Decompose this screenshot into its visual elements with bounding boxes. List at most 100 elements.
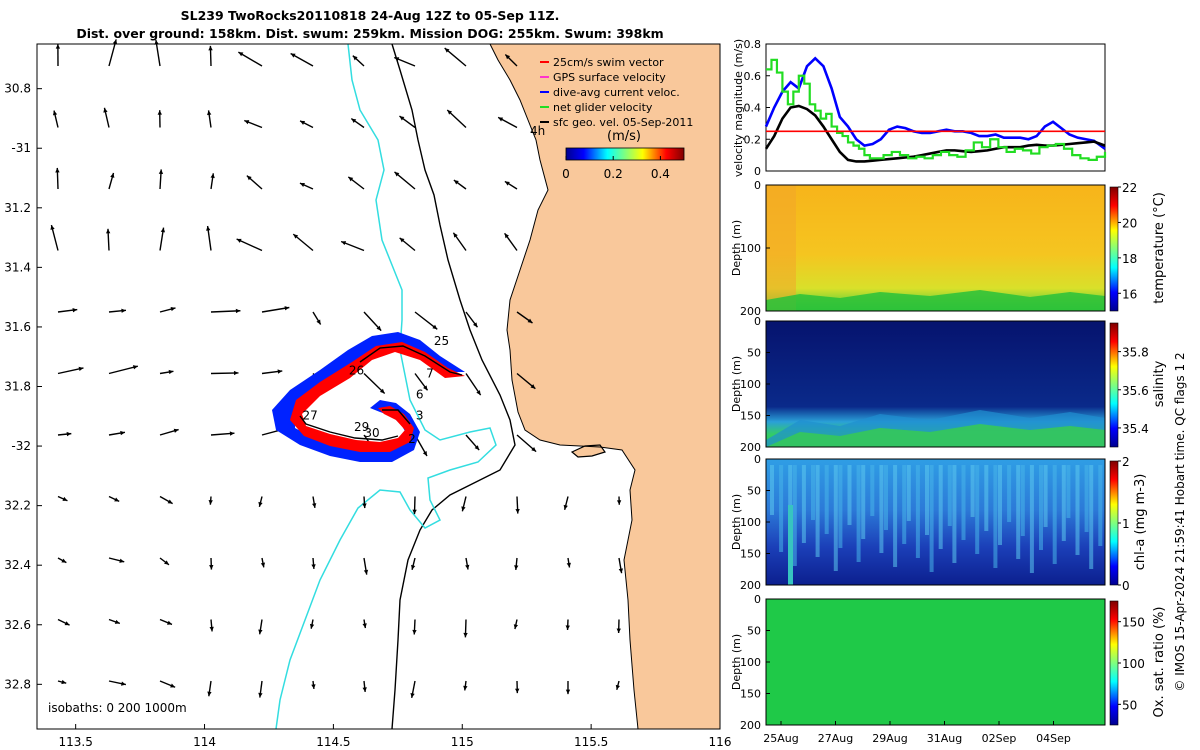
map-xtick-label: 114 [193, 735, 216, 749]
plot-title-line1: SL239 TwoRocks20110818 24-Aug 12Z to 05-… [180, 8, 560, 23]
map-ytick-label: -31 [11, 141, 31, 155]
depth-tick-label: 100 [740, 516, 761, 529]
quiver-arrow [444, 47, 467, 67]
track-day-label: 29 [354, 420, 369, 434]
quiver-arrow [463, 619, 468, 638]
salinity-colorbar-ticks: 35.8 35.6 35.4 [1118, 346, 1149, 436]
velocity-ytick-label: 0.4 [744, 102, 762, 115]
quiver-arrow [312, 496, 317, 509]
velocity-ytick-label: 0 [754, 165, 761, 178]
quiver-arrow [261, 306, 290, 313]
salinity-y-ticks: 0 50 100 150 200 [740, 315, 770, 454]
quiver-arrow [352, 55, 365, 67]
map-ytick-label: 31.2 [4, 201, 31, 215]
colorbar-tick-label: 22 [1122, 181, 1137, 195]
date-x-ticks: 25Aug 27Aug 29Aug 31Aug 02Sep 04Sep [763, 721, 1071, 745]
quiver-arrow [159, 306, 176, 313]
quiver-arrow [516, 434, 537, 453]
quiver-arrow [515, 680, 520, 694]
quiver-arrow [615, 680, 620, 690]
quiver-arrow [108, 365, 138, 375]
quiver-arrow [261, 369, 283, 375]
temperature-cbar-label: temperature (°C) [1152, 192, 1167, 304]
oxygen-y-ticks: 0 50 100 150 200 [740, 593, 770, 732]
oxygen-depth-label: Depth (m) [730, 634, 743, 690]
map-xtick-label: 113.5 [58, 735, 92, 749]
date-tick-label: 25Aug [763, 732, 798, 745]
velocity-ytick-label: 0.6 [744, 70, 762, 83]
velocity-ytick-label: 0.8 [744, 38, 762, 51]
quiver-arrow [108, 172, 115, 190]
depth-tick-label: 50 [747, 625, 761, 638]
temperature-colorbar-ticks: 22 20 18 16 [1118, 181, 1137, 301]
track-day-label: 7 [426, 367, 434, 381]
quiver-arrow [414, 373, 429, 391]
quiver-arrow [393, 56, 416, 67]
quiver-arrow [50, 224, 59, 251]
quiver-arrow [504, 54, 518, 67]
track-day-label: 25 [434, 334, 449, 348]
quiver-arrow [258, 680, 263, 698]
date-tick-label: 31Aug [927, 732, 962, 745]
depth-tick-label: 100 [740, 242, 761, 255]
salinity-cbar-label: salinity [1152, 360, 1167, 407]
plot-title-line2: Dist. over ground: 158km. Dist. swum: 25… [76, 26, 664, 41]
quiver-arrow [292, 233, 314, 252]
quiver-arrow [207, 680, 212, 697]
quiver-arrow [55, 167, 60, 190]
quiver-arrow [618, 557, 623, 574]
legend-entry: GPS surface velocity [553, 71, 666, 84]
track-day-label: 27 [302, 408, 317, 422]
quiver-arrow [452, 232, 467, 251]
map-ytick-label: 31.8 [4, 380, 31, 394]
colorbar-tick-label: 0 [562, 167, 570, 181]
depth-tick-label: 200 [740, 579, 761, 592]
quiver-arrow [414, 311, 438, 330]
depth-tick-label: 150 [740, 688, 761, 701]
chla-colorbar-ticks: 2 1 0 [1118, 455, 1130, 593]
quiver-arrow [157, 110, 162, 128]
depth-tick-label: 150 [740, 548, 761, 561]
quiver-arrow [55, 44, 61, 67]
quiver-arrow [103, 107, 110, 128]
quiver-arrow [258, 496, 263, 507]
quiver-arrow [514, 557, 519, 570]
map-ytick-label: 32.4 [4, 558, 31, 572]
quiver-arrow [340, 240, 365, 252]
colorbar-tick-label: 35.4 [1122, 422, 1149, 436]
quiver-arrow [208, 45, 213, 67]
quiver-arrow [159, 495, 173, 505]
chla-colorbar [1109, 460, 1119, 586]
legend-entry: 25cm/s swim vector [553, 56, 664, 69]
quiver-arrow [108, 618, 121, 625]
quiver-arrow [311, 557, 316, 569]
quiver-arrow [108, 495, 120, 502]
date-tick-label: 02Sep [982, 732, 1017, 745]
depth-tick-label: 0 [754, 315, 761, 328]
depth-tick-label: 50 [747, 347, 761, 360]
quiver-arrow [158, 169, 164, 190]
quiver-arrow [260, 557, 266, 568]
chla-panel: 0 50 100 150 200 Depth (m) 2 1 0 chl-a (mg m-3… [730, 453, 1148, 593]
quiver-arrow [105, 228, 111, 251]
track-day-label: 6 [416, 387, 424, 401]
oxygen-panel: 0 50 100 150 200 Depth (m) 150 100 50 Ox. sat.… [730, 593, 1167, 745]
quiver-arrow [566, 557, 571, 568]
velocity-y-ticks: 0 0.2 0.4 0.6 0.8 [744, 38, 770, 178]
velocity-ylabel: velocity magnitude (m/s) [732, 39, 745, 177]
quiver-arrow [412, 496, 417, 515]
legend-entry: net glider velocity [553, 101, 653, 114]
colorbar-tick-label: 35.8 [1122, 346, 1149, 360]
quiver-arrow [57, 679, 67, 685]
quiver-arrow [57, 557, 67, 564]
colorbar-tick-label: 50 [1122, 698, 1137, 712]
legend-entry: dive-avg current veloc. [553, 86, 680, 99]
colorbar-tick-label: 0.4 [651, 167, 670, 181]
isobath-200m [275, 43, 497, 730]
isobath-0m-coast [489, 43, 639, 730]
quiver-arrow [363, 557, 369, 575]
depth-tick-label: 200 [740, 305, 761, 318]
